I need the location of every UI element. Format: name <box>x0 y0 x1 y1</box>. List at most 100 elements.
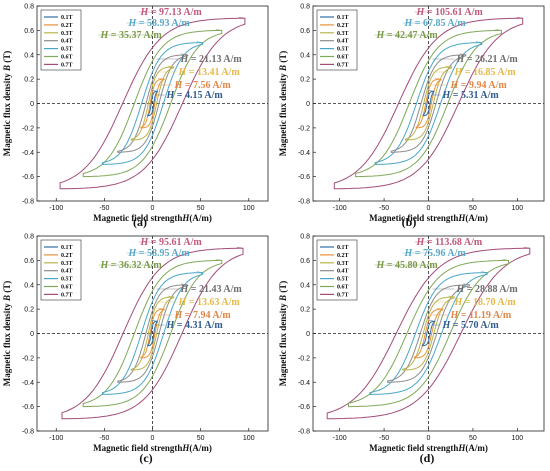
x-tick-label: -50 <box>99 435 109 442</box>
x-tick-label: 50 <box>197 205 205 212</box>
coercive-field-annotation: H = 42.47 A/m <box>376 30 439 41</box>
legend-label: 0.3T <box>61 261 73 267</box>
hysteresis-loop-0.4T <box>117 284 188 383</box>
panel-label: (a) <box>133 215 147 229</box>
hysteresis-loop-0.7T <box>59 17 246 190</box>
y-tick-label: -0.6 <box>298 404 310 411</box>
y-tick-label: 0.4 <box>300 282 310 289</box>
legend-label: 0.1T <box>337 15 349 21</box>
loop-tip <box>516 16 523 19</box>
legend-label: 0.7T <box>61 292 73 298</box>
x-tick-label: 0 <box>151 435 155 442</box>
hysteresis-loop-0.6T <box>82 29 223 178</box>
y-tick-label: -0.2 <box>22 125 34 132</box>
panel-label: (c) <box>139 451 152 465</box>
loop-tip <box>167 295 174 298</box>
hysteresis-loop-0.4T <box>387 284 470 383</box>
hysteresis-loop-0.5T <box>102 42 204 165</box>
loop-tip <box>502 259 509 261</box>
y-tick-label: -0.6 <box>22 404 34 411</box>
loop-tip <box>436 307 443 310</box>
coercive-field-annotation: H = 113.68 A/m <box>416 237 483 248</box>
panel-c: -100 -50 0 50 100 0.8 0.6 0.4 0.2 0 -0.2 -0.4 -0.6 -0… <box>2 234 269 465</box>
panel-b: -100 -50 0 50 100 0.8 0.6 0.4 0.2 0 -0.2 -0.4 -0.6 -0… <box>278 4 545 229</box>
legend-label: 0.1T <box>61 245 73 251</box>
panel-a: -100 -50 0 50 100 0.8 0.6 0.4 0.2 0 -0.2 -0.4 -0.6 -0… <box>2 4 269 229</box>
coercive-field-annotation: H = 58.93 A/m <box>128 18 191 29</box>
x-tick-label: -50 <box>99 205 109 212</box>
coercive-field-annotation: H = 18.70 A/m <box>454 297 517 308</box>
x-axis-label: Magnetic field strengthH(A/m) <box>369 213 488 223</box>
x-tick-label: 50 <box>469 435 477 442</box>
loop-tip <box>475 41 482 43</box>
y-tick-label: 0.2 <box>24 307 34 314</box>
legend-label: 0.5T <box>337 47 349 53</box>
legend-label: 0.2T <box>61 23 73 29</box>
hysteresis-loop-0.4T <box>117 54 188 153</box>
loop-tip <box>427 90 434 92</box>
legend-box <box>40 9 82 71</box>
loop-tip <box>196 41 203 43</box>
loop-tip <box>167 65 174 68</box>
hysteresis-loop-0.6T <box>348 259 509 408</box>
coercive-field-annotation: H = 35.37 A/m <box>100 30 163 41</box>
legend-label: 0.4T <box>337 39 349 45</box>
y-tick-label: -0.4 <box>298 380 310 387</box>
legend-label: 0.7T <box>337 62 349 68</box>
hysteresis-loop-0.5T <box>102 272 204 395</box>
x-tick-label: -100 <box>49 205 63 212</box>
x-axis-label: Magnetic field strengthH(A/m) <box>93 443 212 453</box>
x-tick-label: 100 <box>512 435 524 442</box>
x-tick-label: 100 <box>243 435 255 442</box>
loop-tip <box>238 16 245 19</box>
y-tick-label: 0.2 <box>24 77 34 84</box>
hysteresis-loop-0.3T <box>130 66 175 141</box>
loop-tip <box>495 29 502 31</box>
coercive-field-annotation: H = 97.13 A/m <box>140 7 203 18</box>
hysteresis-loop-0.7T <box>61 247 244 420</box>
y-tick-label: 0.2 <box>300 77 310 84</box>
y-tick-label: -0.2 <box>298 125 310 132</box>
loop-tip <box>523 246 530 249</box>
legend-label: 0.4T <box>337 269 349 275</box>
legend-label: 0.2T <box>337 23 349 29</box>
panel-label: (d) <box>420 451 435 465</box>
y-tick-label: 0.4 <box>24 52 34 59</box>
legend-label: 0.3T <box>61 31 73 37</box>
loop-tip <box>428 320 435 322</box>
legend-label: 0.6T <box>337 285 349 291</box>
hysteresis-loop-0.2T <box>415 78 442 129</box>
x-tick-label: 50 <box>197 435 205 442</box>
coercive-field-annotation: H = 75.96 A/m <box>404 248 467 259</box>
coercive-field-annotation: H = 13.63 A/m <box>178 297 241 308</box>
coercive-field-annotation: H = 7.56 A/m <box>174 80 232 91</box>
legend: 0.1T 0.2T 0.3T 0.4T 0.5T 0.6T0.7T <box>316 9 358 71</box>
legend-label: 0.4T <box>61 269 73 275</box>
x-tick-label: 50 <box>469 205 477 212</box>
panel-d: -100 -50 0 50 100 0.8 0.6 0.4 0.2 0 -0.2 -0.4 -0.6 -0… <box>278 234 545 465</box>
y-tick-label: -0.8 <box>22 199 34 206</box>
hysteresis-loop-0.2T <box>140 308 165 359</box>
legend-label: 0.6T <box>337 55 349 61</box>
legend: 0.1T 0.2T 0.3T 0.4T 0.5T 0.6T0.7T <box>40 239 82 301</box>
legend-label: 0.5T <box>337 277 349 283</box>
y-tick-label: 0.6 <box>24 258 34 265</box>
y-tick-label: 0.6 <box>24 28 34 35</box>
legend-label: 0.2T <box>337 253 349 259</box>
coercive-field-annotation: H = 95.61 A/m <box>140 237 203 248</box>
x-tick-label: -100 <box>49 435 63 442</box>
hysteresis-loop-0.1T <box>147 320 158 347</box>
legend-label: 0.5T <box>61 47 73 53</box>
hysteresis-loop-0.3T <box>402 296 455 371</box>
y-tick-label: 0.6 <box>300 258 310 265</box>
coercive-field-annotation: H = 11.19 A/m <box>450 310 512 321</box>
legend-label: 0.1T <box>337 245 349 251</box>
x-axis-label: Magnetic field strengthH(A/m) <box>93 213 212 223</box>
loop-tip <box>434 77 441 80</box>
x-tick-label: -100 <box>333 205 347 212</box>
y-tick-label: -0.2 <box>22 355 34 362</box>
loop-tip <box>158 77 165 80</box>
y-tick-label: -0.6 <box>298 174 310 181</box>
x-axis-label: Magnetic field strengthH(A/m) <box>369 443 488 453</box>
legend-box <box>316 9 358 71</box>
